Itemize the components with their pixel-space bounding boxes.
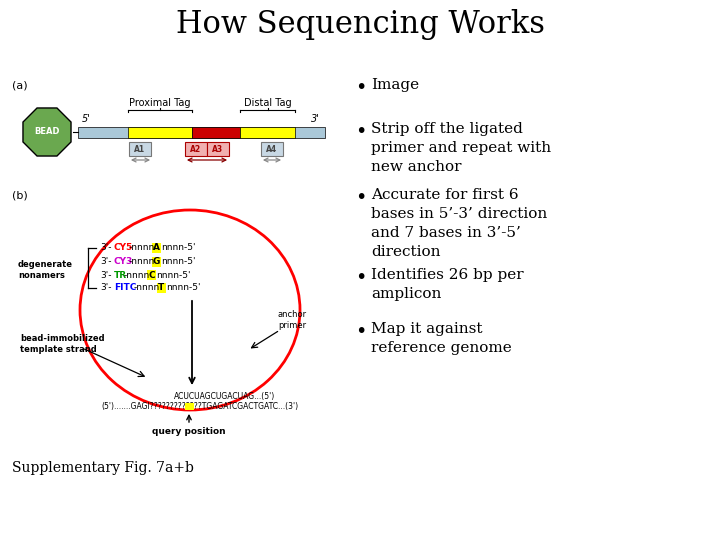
Text: Map it against
reference genome: Map it against reference genome (371, 322, 512, 355)
Text: Image: Image (371, 78, 419, 92)
Text: •: • (355, 188, 366, 207)
Text: -nnnn: -nnnn (129, 244, 156, 253)
Text: Supplementary Fig. 7a+b: Supplementary Fig. 7a+b (12, 461, 194, 475)
Text: (a): (a) (12, 80, 27, 90)
FancyBboxPatch shape (192, 126, 240, 138)
Text: A4: A4 (266, 145, 278, 153)
Text: C: C (148, 271, 155, 280)
FancyBboxPatch shape (240, 126, 295, 138)
Text: CY3: CY3 (114, 258, 133, 267)
Text: 3'-: 3'- (100, 258, 112, 267)
FancyBboxPatch shape (207, 142, 229, 156)
Text: -nnnn: -nnnn (124, 271, 150, 280)
Text: nnnn-5': nnnn-5' (161, 244, 196, 253)
Text: FITC: FITC (114, 284, 136, 293)
Text: BEAD: BEAD (35, 127, 60, 137)
Text: A3: A3 (212, 145, 224, 153)
Text: nnnn-5': nnnn-5' (166, 284, 200, 293)
Text: Identifies 26 bp per
amplicon: Identifies 26 bp per amplicon (371, 268, 523, 301)
Text: •: • (355, 78, 366, 97)
Text: •: • (355, 268, 366, 287)
Text: degenerate
nonamers: degenerate nonamers (18, 260, 73, 280)
Text: Proximal Tag: Proximal Tag (130, 98, 191, 108)
Text: A2: A2 (190, 145, 202, 153)
FancyBboxPatch shape (128, 126, 192, 138)
Text: Distal Tag: Distal Tag (243, 98, 292, 108)
Polygon shape (23, 108, 71, 156)
Text: 3': 3' (311, 114, 320, 124)
Text: Strip off the ligated
primer and repeat with
new anchor: Strip off the ligated primer and repeat … (371, 122, 551, 174)
FancyBboxPatch shape (185, 142, 207, 156)
FancyBboxPatch shape (152, 257, 161, 267)
Text: A1: A1 (135, 145, 145, 153)
Text: nnnn-5': nnnn-5' (161, 258, 196, 267)
FancyBboxPatch shape (78, 126, 325, 138)
Text: CY5: CY5 (114, 244, 133, 253)
Text: G: G (153, 258, 160, 267)
Text: •: • (355, 322, 366, 341)
FancyBboxPatch shape (152, 243, 161, 253)
Text: (b): (b) (12, 190, 28, 200)
Text: -nnnn: -nnnn (134, 284, 161, 293)
Text: •: • (355, 122, 366, 141)
Text: T: T (158, 284, 165, 293)
Text: A: A (153, 244, 160, 253)
Text: bead-immobilized
template strand: bead-immobilized template strand (20, 334, 104, 354)
Text: (5').......GAGI?????????????TGAGATCGACTGATC...(3'): (5').......GAGI?????????????TGAGATCGACTG… (102, 402, 299, 411)
Text: Accurate for first 6
bases in 5’-3’ direction
and 7 bases in 3’-5’
direction: Accurate for first 6 bases in 5’-3’ dire… (371, 188, 547, 259)
Text: 3'-: 3'- (100, 244, 112, 253)
Text: ACUCUAGCUGACUAG...(5'): ACUCUAGCUGACUAG...(5') (174, 392, 276, 401)
FancyBboxPatch shape (129, 142, 151, 156)
Text: nnnn-5': nnnn-5' (156, 271, 191, 280)
FancyBboxPatch shape (261, 142, 283, 156)
FancyBboxPatch shape (147, 270, 156, 280)
Text: query position: query position (152, 428, 226, 436)
Text: 3'-: 3'- (100, 271, 112, 280)
Text: anchor
primer: anchor primer (277, 309, 307, 330)
Text: -nnnn: -nnnn (129, 258, 156, 267)
Text: TR: TR (114, 271, 127, 280)
Text: 5': 5' (82, 114, 91, 124)
Text: How Sequencing Works: How Sequencing Works (176, 10, 544, 40)
FancyBboxPatch shape (185, 403, 194, 410)
Text: 3'-: 3'- (100, 284, 112, 293)
FancyBboxPatch shape (157, 283, 166, 293)
